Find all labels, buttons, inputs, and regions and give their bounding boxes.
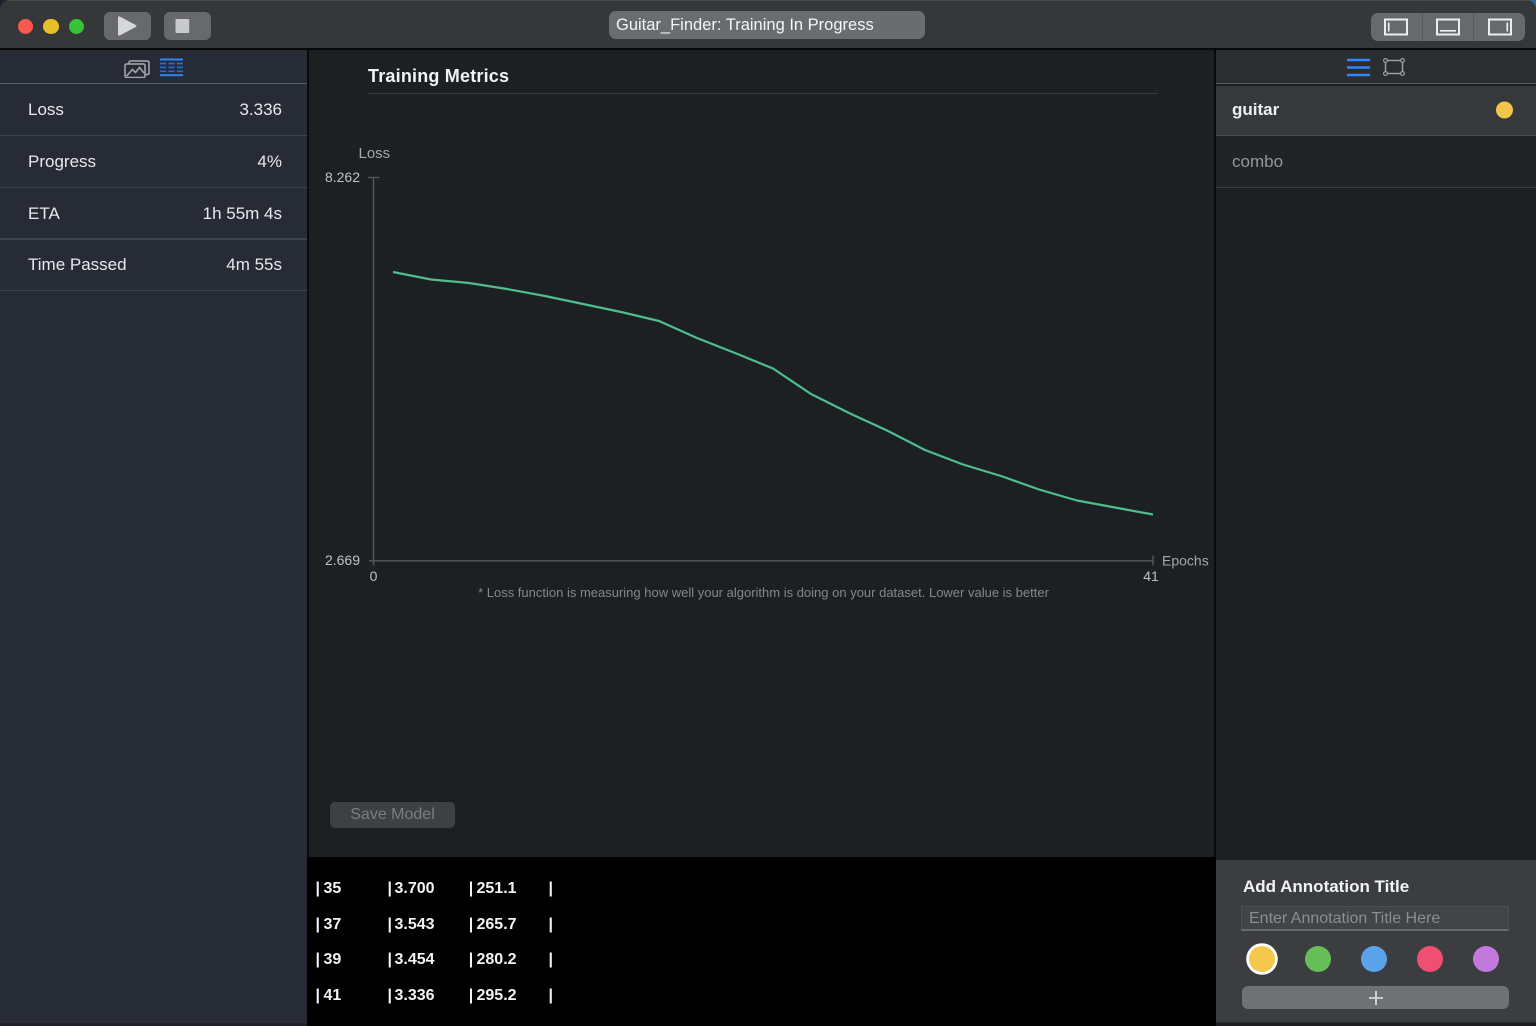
svg-text:41: 41 bbox=[1143, 568, 1159, 584]
svg-text:Loss: Loss bbox=[359, 145, 391, 162]
svg-text:8.262: 8.262 bbox=[325, 169, 360, 185]
svg-text:2.669: 2.669 bbox=[325, 552, 360, 568]
svg-text:Epochs: Epochs bbox=[1162, 553, 1209, 569]
svg-text:0: 0 bbox=[370, 568, 378, 584]
